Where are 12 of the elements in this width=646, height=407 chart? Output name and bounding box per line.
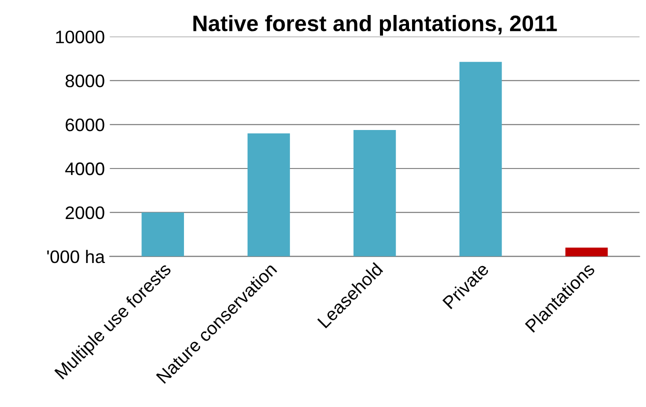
y-tick-label: 10000 bbox=[56, 30, 104, 44]
y-tick-label: '000 ha bbox=[47, 250, 105, 264]
y-tick-label: 8000 bbox=[66, 74, 104, 88]
chart-title: Native forest and plantations, 2011 bbox=[193, 14, 557, 36]
bar bbox=[459, 62, 502, 256]
bar bbox=[248, 133, 290, 256]
y-tick-label: 4000 bbox=[65, 162, 104, 176]
bar bbox=[565, 248, 608, 256]
bar bbox=[142, 212, 184, 256]
y-tick-label: 6000 bbox=[66, 118, 104, 132]
y-tick-label: 2000 bbox=[66, 206, 104, 220]
bar bbox=[353, 130, 396, 256]
